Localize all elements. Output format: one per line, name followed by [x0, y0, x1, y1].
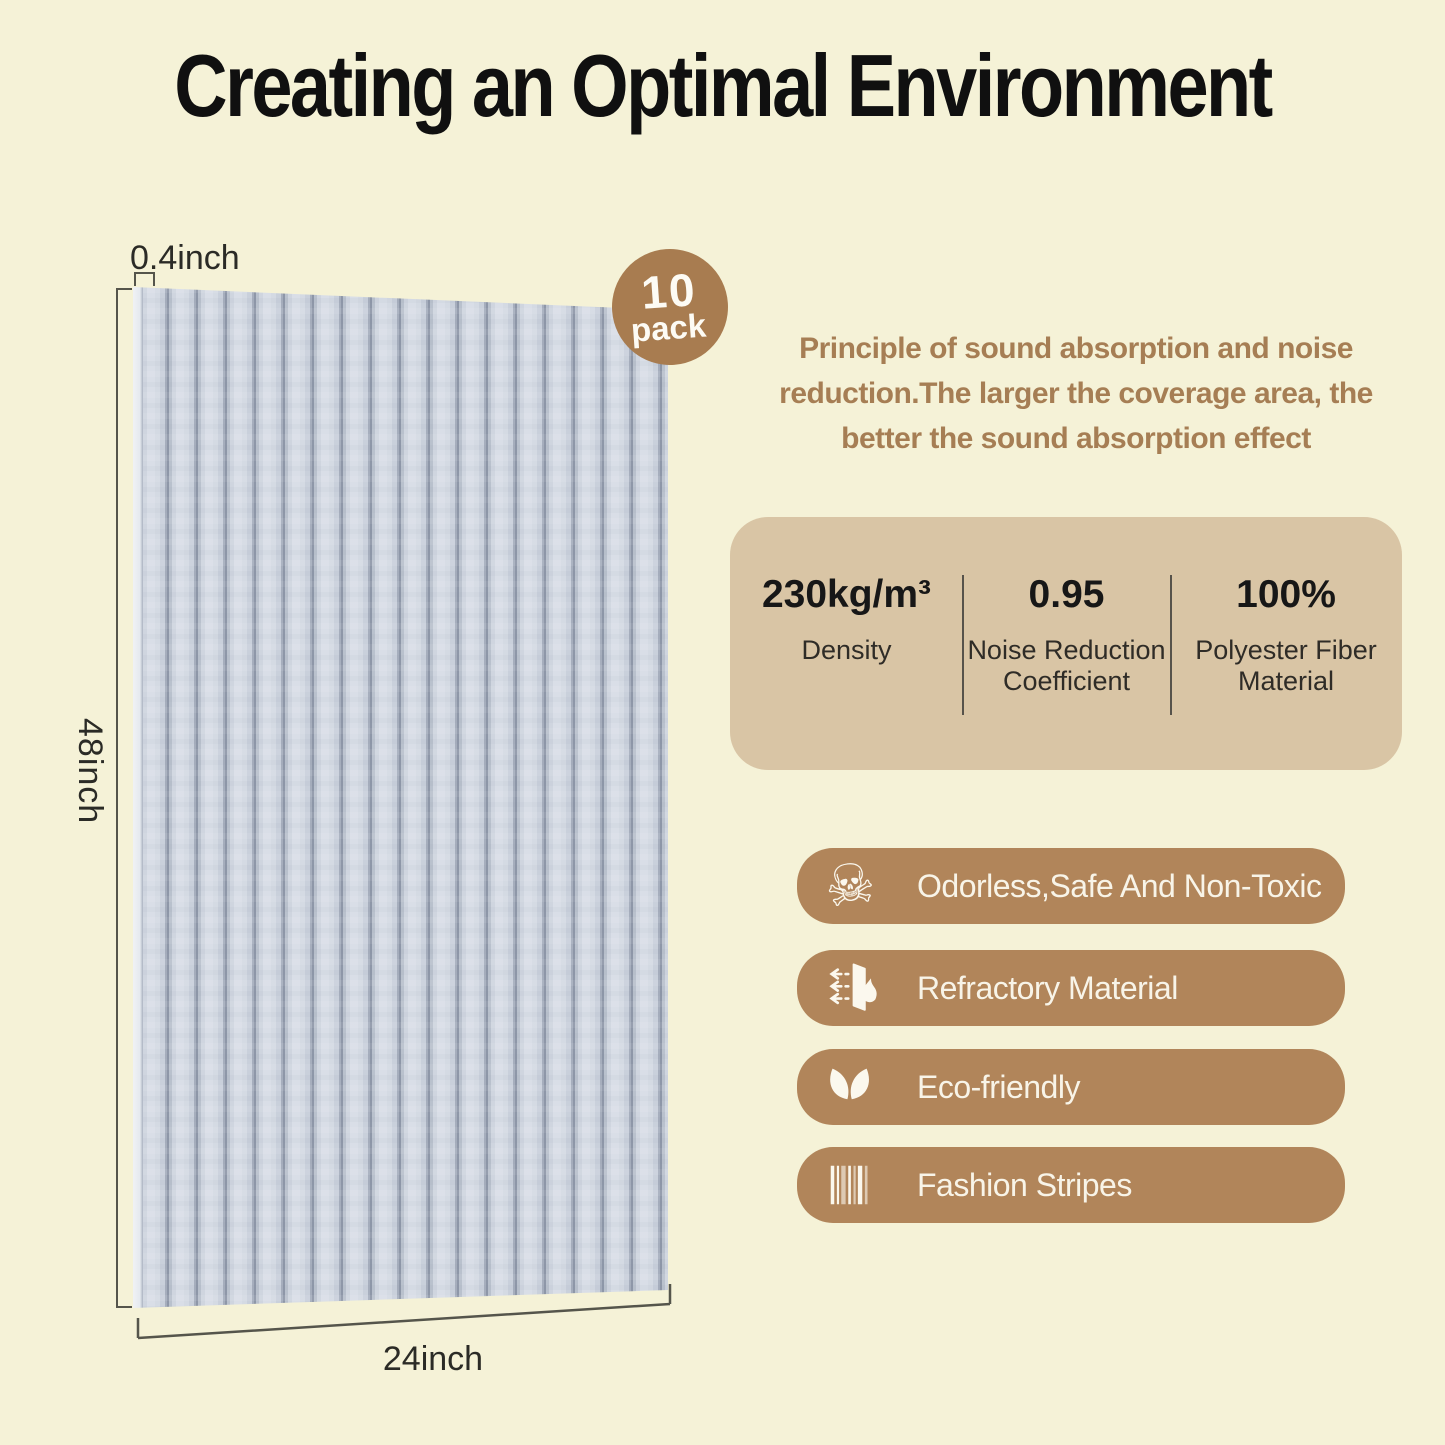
eco-leaves-icon [821, 1059, 879, 1115]
specs-card: 230kg/m³ Density 0.95 Noise Reduction Co… [730, 517, 1402, 770]
stat-value-material: 100% [1236, 573, 1336, 616]
stat-value-nrc: 0.95 [1028, 573, 1105, 616]
feature-label: Fashion Stripes [917, 1166, 1132, 1203]
acoustic-panel-image [133, 287, 668, 1308]
stats-divider [1170, 575, 1172, 715]
feature-pill-stripes: Fashion Stripes [797, 1147, 1345, 1223]
pack-count-word: pack [629, 306, 708, 349]
panel-slats-texture [143, 287, 668, 1308]
thickness-dimension-label: 0.4inch [130, 239, 240, 277]
height-dimension-label: 48inch [71, 718, 109, 825]
width-dimension-line [136, 1284, 672, 1340]
page-title: Creating an Optimal Environment [174, 36, 1273, 135]
panel-side-edge [133, 287, 143, 1308]
intro-line-2: reduction.The larger the coverage area, … [779, 377, 1373, 410]
stripes-barcode-icon [821, 1157, 879, 1213]
feature-label: Eco-friendly [917, 1068, 1080, 1105]
feature-pill-non-toxic: ☠ Odorless,Safe And Non-Toxic [797, 848, 1345, 924]
skull-crossbones-icon: ☠ [820, 849, 880, 922]
feature-label: Refractory Material [917, 969, 1178, 1006]
height-dimension-line [116, 288, 132, 1308]
fire-retardant-icon [821, 960, 879, 1016]
stats-divider [962, 575, 964, 715]
stat-value-density: 230kg/m³ [761, 573, 932, 616]
thickness-bracket-line [134, 272, 155, 286]
feature-label: Odorless,Safe And Non-Toxic [917, 867, 1322, 904]
intro-line-3: better the sound absorption effect [841, 422, 1311, 455]
intro-line-1: Principle of sound absorption and noise [799, 332, 1353, 365]
stat-label-material: Polyester Fiber Material [1195, 635, 1377, 696]
stat-label-nrc: Noise Reduction Coefficient [967, 635, 1166, 696]
stat-density: 230kg/m³ Density [730, 517, 963, 770]
stat-label-density: Density [801, 635, 892, 665]
feature-pill-refractory: Refractory Material [797, 950, 1345, 1026]
width-dimension-label: 24inch [382, 1340, 484, 1378]
stat-material: 100% Polyester Fiber Material [1170, 517, 1402, 770]
feature-pill-eco: Eco-friendly [797, 1049, 1345, 1125]
intro-paragraph: Principle of sound absorption and noise … [740, 326, 1412, 461]
stat-nrc: 0.95 Noise Reduction Coefficient [963, 517, 1170, 770]
